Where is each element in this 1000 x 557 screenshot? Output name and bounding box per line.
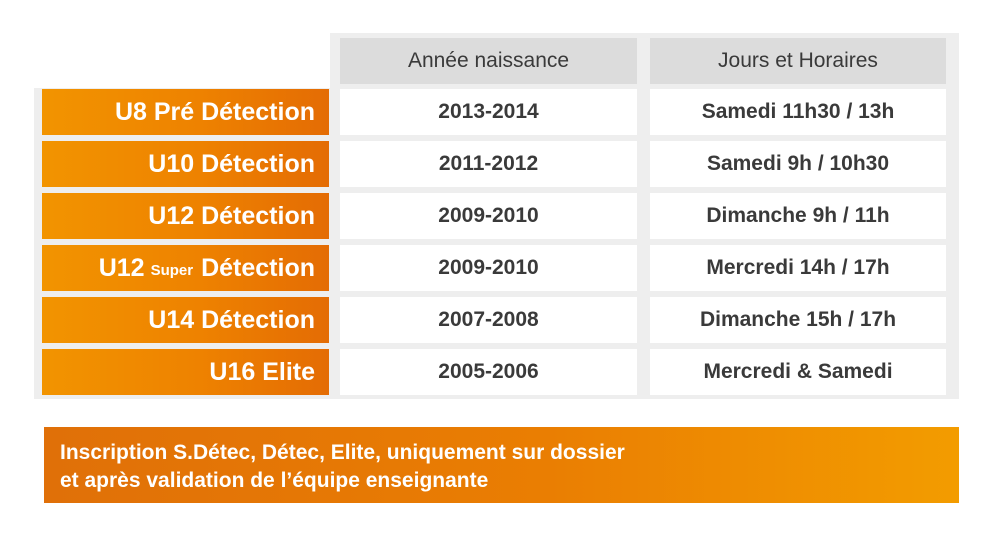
row-label-u16: U16 Elite — [42, 349, 329, 395]
row-label-text-post: Détection — [201, 254, 315, 283]
row-label-u12-super: U12 Super Détection — [42, 245, 329, 291]
row-label-u14: U14 Détection — [42, 297, 329, 343]
cell-horaires-u16: Mercredi & Samedi — [650, 349, 946, 395]
cell-annee-u14: 2007-2008 — [340, 297, 637, 343]
row-label-text: U10 Détection — [148, 150, 315, 179]
cell-annee-u16: 2005-2006 — [340, 349, 637, 395]
cell-annee-u12-super: 2009-2010 — [340, 245, 637, 291]
table-corner — [34, 33, 330, 88]
header-annee-naissance: Année naissance — [340, 38, 637, 84]
inscription-banner: Inscription S.Détec, Détec, Elite, uniqu… — [44, 427, 959, 503]
cell-horaires-u12: Dimanche 9h / 11h — [650, 193, 946, 239]
cell-annee-u8: 2013-2014 — [340, 89, 637, 135]
row-label-text: U12 — [99, 254, 145, 283]
cell-horaires-u12-super: Mercredi 14h / 17h — [650, 245, 946, 291]
cell-annee-u12: 2009-2010 — [340, 193, 637, 239]
cell-annee-u10: 2011-2012 — [340, 141, 637, 187]
row-label-text: U8 Pré Détection — [115, 98, 315, 127]
row-label-u8: U8 Pré Détection — [42, 89, 329, 135]
row-label-text: U14 Détection — [148, 306, 315, 335]
cell-horaires-u8: Samedi 11h30 / 13h — [650, 89, 946, 135]
banner-line-2: et après validation de l’équipe enseigna… — [60, 467, 943, 495]
cell-horaires-u10: Samedi 9h / 10h30 — [650, 141, 946, 187]
cell-horaires-u14: Dimanche 15h / 17h — [650, 297, 946, 343]
header-jours-horaires: Jours et Horaires — [650, 38, 946, 84]
row-label-text: U16 Elite — [209, 358, 315, 387]
row-label-text: U12 Détection — [148, 202, 315, 231]
row-label-super: Super — [151, 262, 194, 279]
banner-line-1: Inscription S.Détec, Détec, Elite, uniqu… — [60, 439, 943, 467]
row-label-u12: U12 Détection — [42, 193, 329, 239]
row-label-u10: U10 Détection — [42, 141, 329, 187]
